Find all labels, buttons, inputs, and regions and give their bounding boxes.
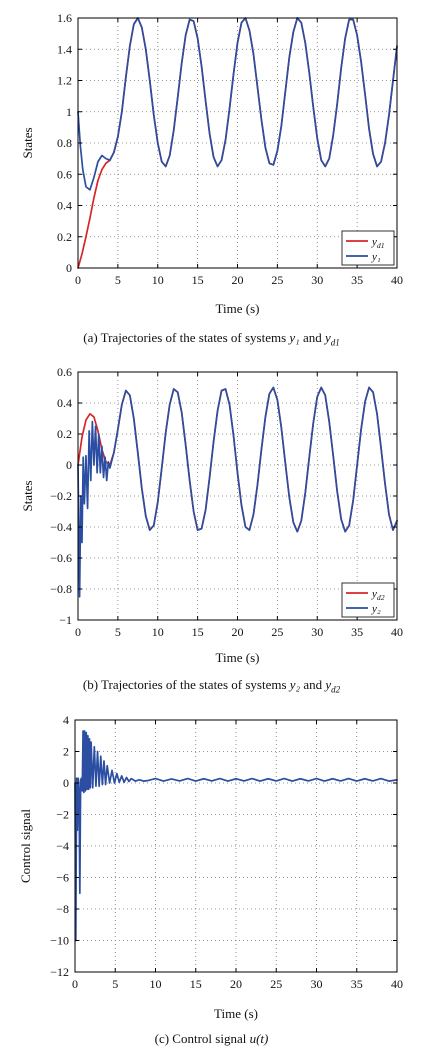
x-tick-label: 20 (232, 273, 244, 287)
y-tick-label: 1.2 (57, 74, 72, 88)
x-tick-label: 25 (271, 625, 283, 639)
x-tick-label: 20 (232, 625, 244, 639)
y-tick-label: 2 (63, 745, 69, 759)
legend-label: y₁ (371, 251, 381, 263)
x-tick-label: 15 (192, 625, 204, 639)
x-tick-label: 0 (72, 977, 78, 991)
x-tick-label: 25 (270, 977, 282, 991)
y-tick-label: 4 (63, 713, 69, 727)
y-tick-label: 0.8 (57, 136, 72, 150)
y-tick-label: −1 (59, 613, 72, 627)
y-tick-label: 0.2 (57, 230, 72, 244)
y-tick-label: −0.8 (50, 582, 72, 596)
legend-label: yd1 (371, 236, 385, 250)
x-tick-label: 10 (152, 625, 164, 639)
series-line-2 (77, 17, 398, 191)
y-tick-label: −8 (56, 902, 69, 916)
caption-b-text: (b) Trajectories of the states of system… (82, 677, 290, 692)
caption-c-symbol-1: u(t) (249, 1031, 269, 1046)
caption-b: (b) Trajectories of the states of system… (0, 677, 423, 695)
x-tick-label: 40 (391, 273, 403, 287)
y-tick-label: −6 (56, 871, 69, 885)
y-tick-label: 0.6 (57, 167, 72, 181)
y-tick-label: −12 (50, 965, 69, 979)
y-tick-label: 1.4 (57, 42, 72, 56)
chart-c-series (74, 730, 398, 942)
chart-a-y-axis-label: States (20, 127, 35, 158)
caption-c: (c) Control signal u(t) (0, 1031, 423, 1047)
y-tick-label: 1 (66, 105, 72, 119)
y-tick-label: 0 (66, 261, 72, 275)
y-tick-label: 1.6 (57, 11, 72, 25)
x-tick-label: 10 (152, 273, 164, 287)
x-tick-label: 15 (190, 977, 202, 991)
chart-b-y-axis-label: States (20, 480, 35, 511)
chart-a-ticks: 0 5 10 15 20 25 30 35 40 0 0.2 0.4 0.6 0.8 1 1.2 1.4 1.6 (57, 11, 403, 287)
chart-b: 0 5 10 15 20 25 30 35 40 −1 −0.8 −0.6 −0.4 −0.2 0 0.2 0.… (20, 365, 403, 665)
y-tick-label: 0.4 (57, 396, 72, 410)
x-tick-label: 30 (311, 273, 323, 287)
x-tick-label: 5 (115, 625, 121, 639)
caption-b-symbol-2: yd2 (325, 677, 341, 695)
x-tick-label: 30 (311, 977, 323, 991)
caption-a-text: (a) Trajectories of the states of system… (83, 330, 290, 345)
chart-c-y-axis-label: Control signal (18, 809, 33, 883)
x-tick-label: 35 (351, 625, 363, 639)
chart-c: 0 5 10 15 20 25 30 35 40 −12 −10 −8 −6 −4 −2 0 2 4 Time (… (18, 713, 403, 1021)
caption-b-joiner: and (300, 677, 326, 692)
x-tick-label: 5 (112, 977, 118, 991)
chart-a-x-axis-label: Time (s) (216, 301, 260, 316)
chart-a: 0 5 10 15 20 25 30 35 4000.20.40.60.811.21.41.6 … (20, 11, 403, 316)
y-tick-label: −0.4 (50, 520, 72, 534)
chart-b-series (77, 386, 398, 598)
caption-a-joiner: and (299, 330, 325, 345)
y-tick-label: −0.6 (50, 551, 72, 565)
x-tick-label: 40 (391, 625, 403, 639)
x-tick-label: 15 (192, 273, 204, 287)
y-tick-label: 0.2 (57, 427, 72, 441)
chart-b-ticks: 0 5 10 15 20 25 30 35 40 −1 −0.8 −0.6 −0.4 −0.2 0 0.2 0.… (50, 365, 403, 639)
y-tick-label: −4 (56, 839, 69, 853)
chart-c-x-axis-label: Time (s) (214, 1006, 258, 1021)
x-tick-label: 0 (75, 273, 81, 287)
chart-a-series (77, 17, 398, 269)
caption-c-text: (c) Control signal (154, 1031, 250, 1046)
caption-a-symbol-1: y₁ (289, 330, 300, 345)
x-tick-label: 5 (115, 273, 121, 287)
caption-b-symbol-1: y₂ (289, 677, 301, 692)
chart-c-ticks: 0 5 10 15 20 25 30 35 40 −12 −10 −8 −6 −4 −2 0 2 4 (50, 713, 403, 991)
y-tick-label: 0 (63, 776, 69, 790)
x-tick-label: 20 (230, 977, 242, 991)
chart-c-grid (75, 720, 397, 972)
legend-label: y₂ (371, 603, 381, 615)
caption-a-symbol-2: yd1 (324, 330, 340, 348)
x-tick-label: 10 (150, 977, 162, 991)
y-tick-label: −2 (56, 808, 69, 822)
y-tick-label: −10 (50, 934, 69, 948)
series-line-2 (77, 386, 398, 598)
x-tick-label: 35 (351, 273, 363, 287)
x-tick-label: 40 (391, 977, 403, 991)
legend-box (341, 230, 395, 266)
x-tick-label: 25 (271, 273, 283, 287)
series-line-1 (77, 386, 398, 533)
y-tick-label: −0.2 (50, 489, 72, 503)
chart-a-grid (78, 18, 397, 268)
chart-b-x-axis-label: Time (s) (216, 650, 260, 665)
x-tick-label: 30 (311, 625, 323, 639)
legend-box (341, 582, 395, 618)
y-tick-label: 0.4 (57, 199, 72, 213)
x-tick-label: 0 (75, 625, 81, 639)
series-line-1 (74, 730, 398, 942)
y-tick-label: 0.6 (57, 365, 72, 379)
y-tick-label: 0 (66, 458, 72, 472)
x-tick-label: 35 (351, 977, 363, 991)
legend-label: yd2 (371, 588, 385, 602)
caption-a: (a) Trajectories of the states of system… (0, 330, 423, 348)
